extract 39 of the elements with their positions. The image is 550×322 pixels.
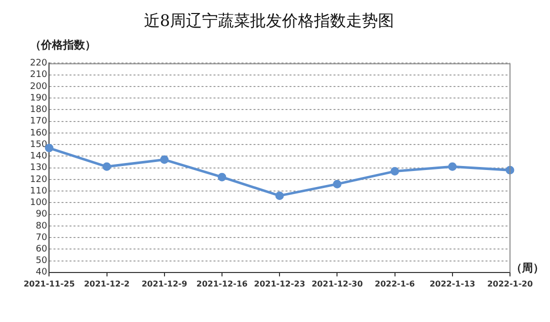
point <box>448 162 457 171</box>
x-tick-label: 2021-12-23 <box>254 279 306 288</box>
y-tick-label: 110 <box>30 186 48 196</box>
x-tick-label: 2021-12-16 <box>196 279 248 288</box>
point <box>102 162 112 171</box>
y-tick-label: 50 <box>36 256 48 266</box>
x-tick-label: 2022-1-13 <box>430 279 476 288</box>
y-tick-label: 150 <box>30 140 48 150</box>
x-tick-label: 2021-12-2 <box>84 279 130 288</box>
y-tick-label: 220 <box>30 58 48 69</box>
y-tick-label: 90 <box>36 210 48 220</box>
x-tick-label: 2021-12-9 <box>142 279 188 288</box>
x-tick-label: 2021-11-25 <box>24 279 76 288</box>
chart-title: 近8周辽宁蔬菜批发价格指数走势图 <box>144 10 394 30</box>
y-tick-label: 130 <box>30 163 48 174</box>
y-tick-label: 70 <box>36 232 48 243</box>
point <box>218 172 226 182</box>
point <box>506 166 514 174</box>
y-tick-label: 160 <box>30 128 48 138</box>
point <box>160 155 169 164</box>
y-tick-label: 170 <box>30 116 48 127</box>
y-tick-label: 120 <box>30 174 48 185</box>
y-tick-label: 40 <box>36 268 48 278</box>
point <box>390 167 400 176</box>
point <box>332 180 342 188</box>
y-tick-label: 140 <box>30 152 48 162</box>
y-tick-label: 190 <box>30 93 48 104</box>
y-tick-label: 100 <box>30 198 48 208</box>
x-tick-label: 2022-1-6 <box>374 279 416 288</box>
y-tick-label: 180 <box>30 105 48 116</box>
y-axis-title: （价格指数） <box>30 38 96 52</box>
point <box>275 191 284 200</box>
y-tick-label: 210 <box>30 70 48 80</box>
y-tick-label: 80 <box>36 221 48 232</box>
x-tick-label: 2022-1-20 <box>487 279 534 288</box>
x-axis-title: （周） <box>511 261 544 274</box>
y-tick-label: 60 <box>36 244 48 254</box>
x-tick-label: 2021-12-30 <box>312 279 364 288</box>
y-tick-label: 200 <box>30 82 48 92</box>
